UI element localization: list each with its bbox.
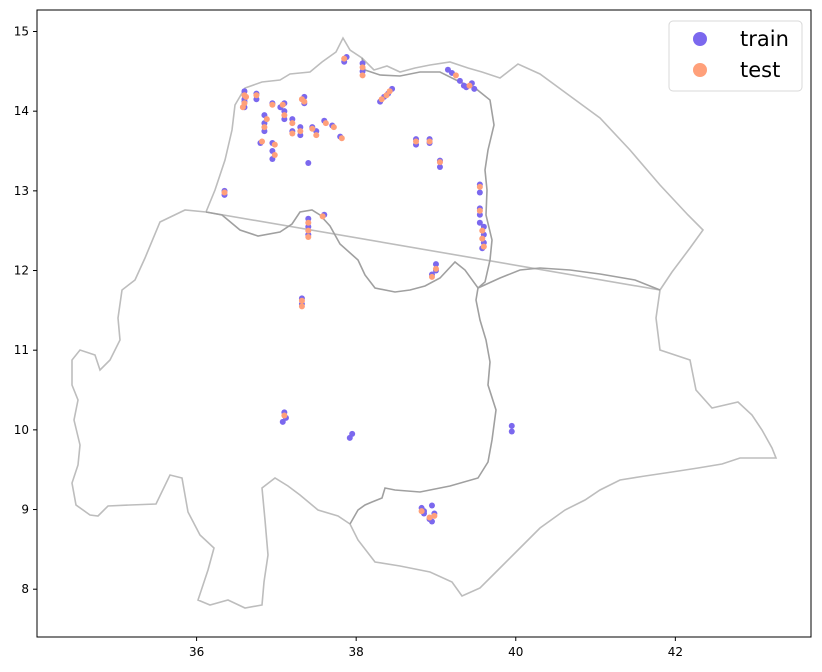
test-point bbox=[413, 138, 420, 145]
test-point bbox=[305, 234, 312, 241]
train-point bbox=[305, 159, 312, 166]
x-tick-label: 38 bbox=[349, 645, 364, 659]
train-point bbox=[456, 77, 463, 84]
test-point bbox=[279, 101, 286, 108]
test-point bbox=[418, 508, 425, 515]
test-point bbox=[271, 141, 278, 148]
legend-marker-train bbox=[693, 32, 707, 46]
test-point bbox=[452, 72, 459, 79]
y-tick-label: 14 bbox=[14, 104, 29, 118]
train-point bbox=[444, 66, 451, 73]
test-point bbox=[341, 55, 348, 62]
test-point bbox=[436, 159, 443, 166]
test-point bbox=[298, 303, 305, 310]
inner-boundary-east bbox=[349, 267, 661, 525]
test-point bbox=[338, 135, 345, 142]
test-point bbox=[319, 213, 326, 220]
test-point bbox=[239, 104, 246, 111]
scatter-points bbox=[221, 54, 515, 525]
y-tick-label: 12 bbox=[14, 264, 29, 278]
test-point bbox=[426, 138, 433, 145]
train-point bbox=[508, 428, 515, 435]
test-point bbox=[479, 227, 486, 234]
train-point bbox=[508, 422, 515, 429]
y-tick-label: 8 bbox=[21, 582, 29, 596]
region-boundaries bbox=[71, 36, 778, 609]
test-point bbox=[271, 151, 278, 158]
test-point bbox=[476, 207, 483, 214]
test-point bbox=[386, 88, 393, 95]
test-point bbox=[383, 92, 390, 99]
test-point bbox=[301, 98, 308, 105]
test-point bbox=[281, 112, 288, 119]
test-point bbox=[289, 120, 296, 127]
test-point bbox=[431, 512, 438, 519]
axis-ticks: 36 38 40 42 8 9 10 11 12 13 14 15 bbox=[14, 25, 683, 659]
test-point bbox=[426, 514, 433, 521]
legend-label-train: train bbox=[740, 27, 789, 51]
test-point bbox=[313, 132, 320, 139]
test-point bbox=[298, 297, 305, 304]
train-point bbox=[428, 502, 435, 509]
legend-marker-test bbox=[693, 63, 707, 77]
train-point bbox=[279, 418, 286, 425]
outer-boundary bbox=[71, 36, 778, 609]
test-point bbox=[359, 72, 366, 79]
y-tick-label: 9 bbox=[21, 503, 29, 517]
test-point bbox=[330, 124, 337, 131]
train-point bbox=[476, 219, 483, 226]
test-point bbox=[263, 116, 270, 123]
test-point bbox=[479, 235, 486, 242]
legend-label-test: test bbox=[740, 58, 780, 82]
test-point bbox=[359, 64, 366, 71]
test-point bbox=[253, 92, 260, 99]
test-point bbox=[476, 183, 483, 190]
y-tick-label: 10 bbox=[14, 423, 29, 437]
test-point bbox=[281, 412, 288, 419]
test-point bbox=[243, 93, 250, 100]
train-point bbox=[436, 163, 443, 170]
test-point bbox=[432, 265, 439, 272]
y-tick-label: 13 bbox=[14, 184, 29, 198]
legend: train test bbox=[668, 20, 803, 92]
test-point bbox=[305, 227, 312, 234]
train-point bbox=[432, 261, 439, 268]
test-point bbox=[428, 273, 435, 280]
test-point bbox=[297, 128, 304, 135]
test-point bbox=[261, 124, 268, 131]
test-point bbox=[309, 125, 316, 132]
test-point bbox=[269, 101, 276, 108]
x-tick-label: 36 bbox=[189, 645, 204, 659]
test-point bbox=[289, 130, 296, 137]
y-tick-label: 15 bbox=[14, 25, 29, 39]
y-tick-label: 11 bbox=[14, 343, 29, 357]
train-point bbox=[471, 85, 478, 92]
test-point bbox=[305, 219, 312, 226]
inner-boundary-north bbox=[205, 57, 495, 293]
test-point bbox=[466, 82, 473, 89]
train-point bbox=[346, 434, 353, 441]
x-tick-label: 42 bbox=[668, 645, 683, 659]
x-tick-label: 40 bbox=[508, 645, 523, 659]
plot-frame bbox=[36, 9, 812, 638]
test-point bbox=[480, 243, 487, 250]
test-point bbox=[221, 189, 228, 196]
test-point bbox=[259, 138, 266, 145]
train-point bbox=[476, 189, 483, 196]
test-point bbox=[322, 120, 329, 127]
test-point bbox=[378, 96, 385, 103]
